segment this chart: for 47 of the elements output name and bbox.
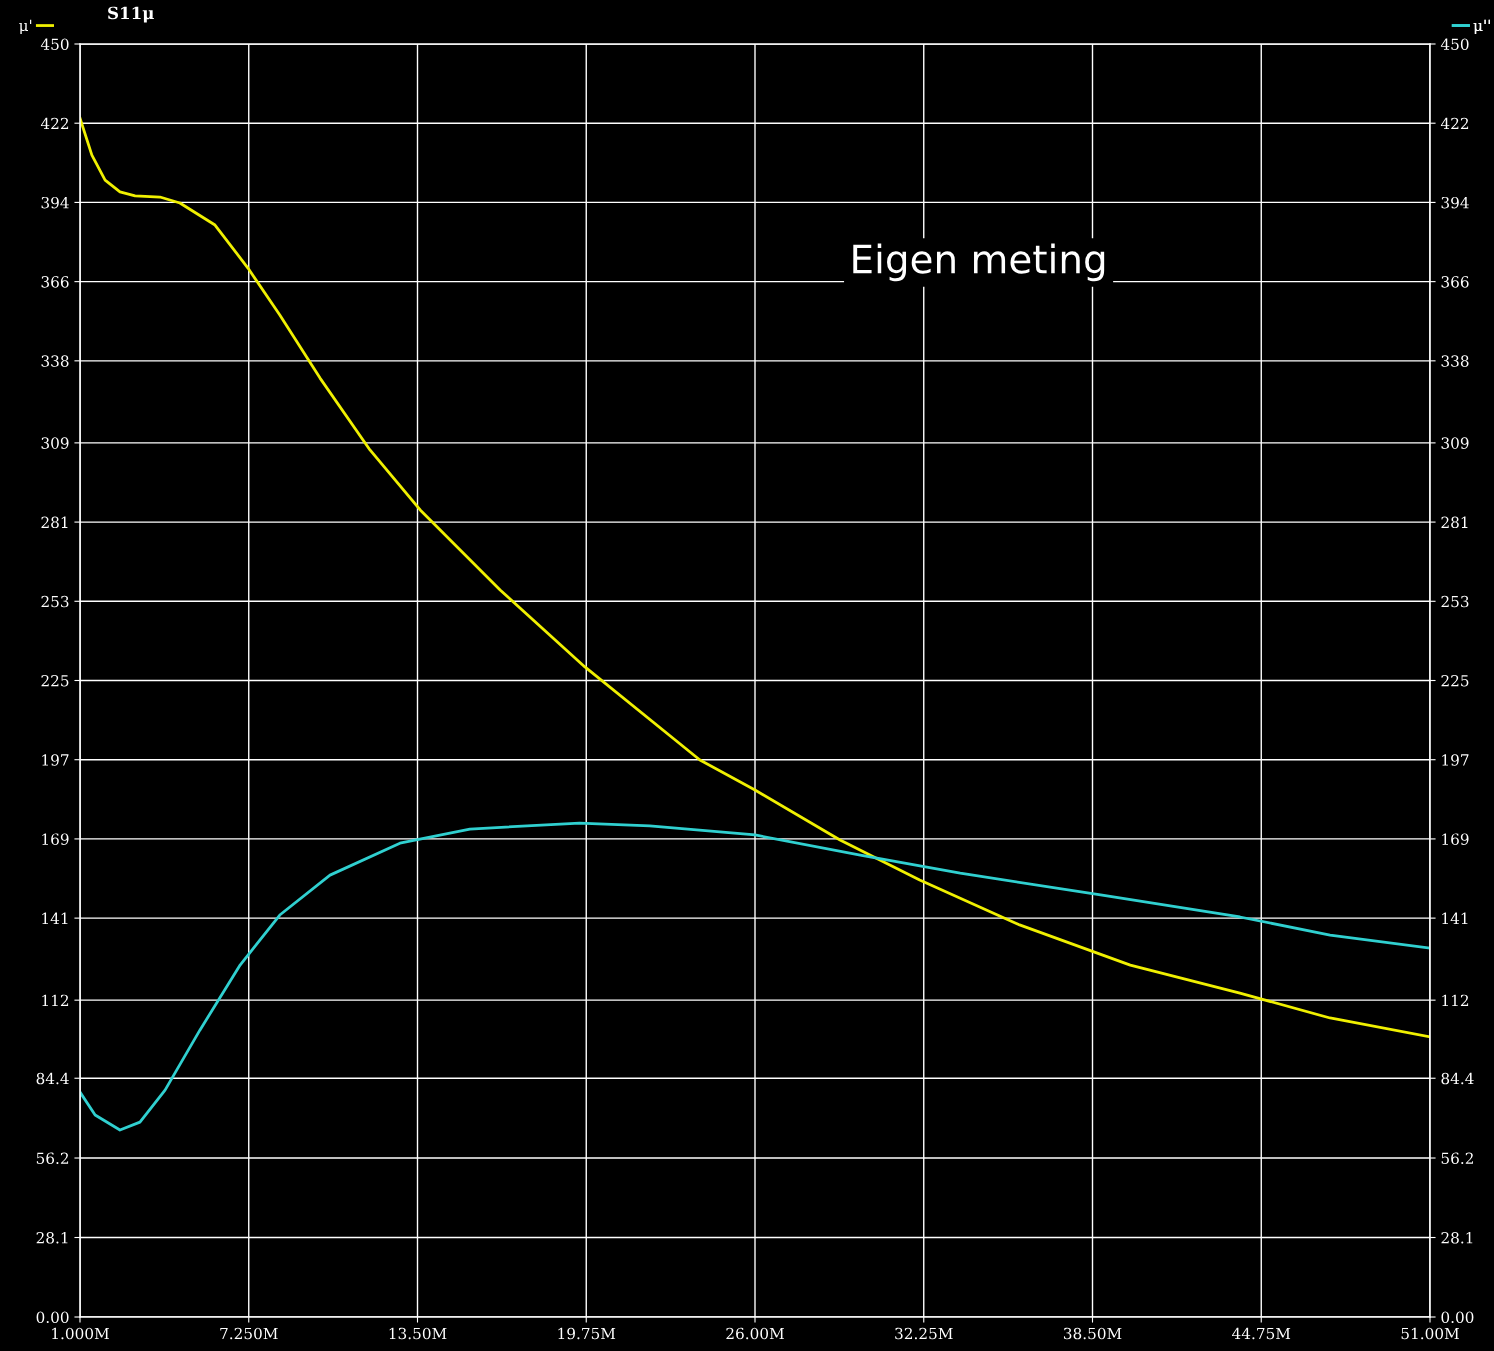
y-tick-label: 450 (40, 38, 69, 51)
x-tick-label: 38.50M (1063, 1327, 1122, 1340)
y2-tick-label: 450 (1440, 38, 1469, 51)
legend-label: μ' (19, 19, 32, 35)
y-tick-label: 0.00 (36, 1311, 69, 1324)
y-tick-label: 28.1 (36, 1231, 68, 1244)
y2-tick-label: 84.4 (1441, 1072, 1474, 1085)
annotation: Eigen meting (853, 243, 1105, 282)
y-tick-label: 84.4 (36, 1072, 69, 1085)
y-tick-label: 366 (41, 276, 69, 288)
y-tick-label: 281 (41, 516, 68, 529)
y2-tick-label: 197 (1442, 754, 1469, 766)
y2-tick-label: 0.00 (1441, 1311, 1474, 1324)
y2-tick-label: 338 (1441, 355, 1469, 367)
x-tick-label: 13.50M (389, 1327, 447, 1340)
y-tick-label: 422 (40, 117, 69, 130)
y2-tick-label: 112 (1442, 994, 1469, 1006)
chart-title: S11μ (108, 6, 154, 23)
y-tick-label: 197 (42, 754, 69, 766)
x-tick-label: 1.000M (52, 1327, 109, 1340)
x-tick-label: 26.00M (726, 1327, 784, 1340)
y2-tick-label: 225 (1441, 674, 1469, 687)
legend-label: μ'' (1473, 19, 1490, 35)
y2-tick-label: 281 (1441, 516, 1468, 529)
x-tick-label: 44.75M (1232, 1327, 1291, 1340)
y-tick-label: 253 (41, 595, 69, 608)
y-tick-label: 112 (42, 994, 69, 1006)
y-tick-label: 169 (42, 833, 69, 845)
y-tick-label: 309 (41, 437, 69, 449)
y-tick-label: 394 (41, 196, 69, 209)
y2-tick-label: 366 (1441, 276, 1469, 288)
y-tick-label: 56.2 (36, 1152, 69, 1165)
x-tick-label: 19.75M (558, 1327, 616, 1340)
x-tick-label: 7.250M (220, 1327, 278, 1340)
y2-tick-label: 422 (1440, 117, 1469, 130)
y2-tick-label: 253 (1441, 595, 1469, 608)
x-tick-label: 32.25M (895, 1327, 953, 1340)
y2-tick-label: 28.1 (1441, 1231, 1473, 1244)
y-tick-label: 338 (41, 355, 69, 367)
y2-tick-label: 141 (1442, 912, 1468, 924)
y-tick-label: 225 (41, 674, 69, 687)
x-tick-label: 51.00M (1401, 1327, 1459, 1340)
y-tick-label: 141 (42, 912, 68, 924)
y2-tick-label: 309 (1441, 437, 1469, 449)
y2-tick-label: 56.2 (1441, 1152, 1473, 1165)
y2-tick-label: 169 (1442, 833, 1469, 845)
y2-tick-label: 394 (1441, 196, 1469, 209)
